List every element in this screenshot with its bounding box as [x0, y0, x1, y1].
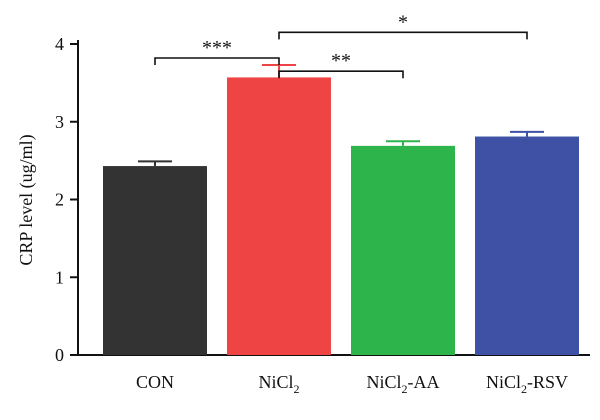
bar [103, 166, 207, 355]
bar [351, 145, 455, 355]
y-tick-label: 2 [55, 190, 64, 210]
significance-bracket [278, 31, 528, 40]
significance-label: ** [331, 50, 351, 72]
x-tick-label: NiCl2 [258, 372, 299, 396]
bar [475, 136, 579, 355]
y-tick-label: 4 [55, 34, 64, 54]
significance-brackets: ****** [154, 11, 528, 79]
bars: CON NiCl2 NiCl2-AA NiCl2-RSV [103, 63, 579, 396]
bar [227, 77, 331, 356]
x-tick-label: NiCl2-AA [366, 372, 439, 396]
significance-bracket [278, 70, 404, 79]
significance-label: * [398, 11, 408, 33]
significance-bracket [154, 57, 280, 65]
x-tick-label: NiCl2-RSV [486, 372, 568, 396]
y-axis-label: CRP level (ug/ml) [16, 134, 37, 265]
y-tick-label: 1 [55, 267, 64, 287]
significance-label: *** [202, 37, 232, 59]
y-tick-label: 0 [55, 345, 64, 365]
y-tick-label: 3 [55, 112, 64, 132]
x-tick-label: CON [136, 372, 174, 392]
